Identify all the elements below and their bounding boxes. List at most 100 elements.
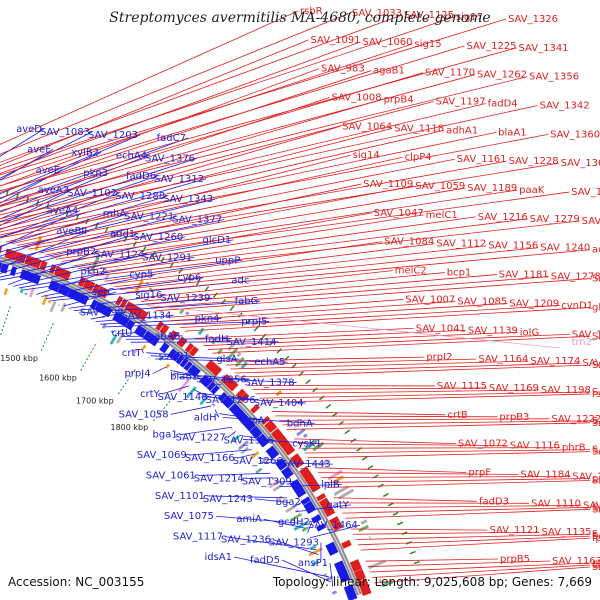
leader-line [0,12,351,155]
ruler-minor-tick [413,560,420,565]
leader-line [197,472,270,476]
gene-label: SAV_1243 [203,494,253,505]
gene-label: fprB [592,533,600,544]
leader-line [0,131,497,236]
gene-label: SAV_1209 [509,298,559,309]
reverse-gene-mark [187,364,198,376]
feature-tick [255,467,263,475]
forward-gene-mark [188,346,199,357]
forward-gene-mark [310,483,321,493]
gene-label: prpI2 [426,352,452,363]
leader-line [165,299,404,318]
gene-label: crtT [122,348,143,359]
gene-label: melC1 [426,210,458,221]
feature-tick [236,352,242,358]
gene-label: SAV_1008 [332,93,382,104]
gene-label: SAV_1091 [311,35,361,46]
leader-line [145,274,497,305]
leader-line [222,417,315,424]
gene-label: SAV_1007 [405,294,455,305]
gene-label: SAV_1228 [509,156,559,167]
reverse-gene-mark [183,361,193,371]
reverse-gene-mark [277,462,288,471]
leader-line [115,245,487,288]
gene-label: SAV_1341 [519,43,569,54]
forward-gene-mark [318,497,330,508]
leader-line [61,191,570,262]
ruler-tick [80,344,96,371]
leader-line [100,318,222,325]
reverse-gene-mark [57,284,67,295]
feature-tick [41,294,49,306]
leader-line [0,213,129,257]
gene-label: SAV_1216 [478,212,528,223]
gene-label: SAV_1262 [477,70,527,81]
leader-line [297,443,508,447]
feature-tick [231,434,240,443]
gene-label: prpB2 [66,246,96,257]
reverse-gene-mark [199,374,210,386]
gene-label: SAV_1225 [467,41,517,52]
leader-line [5,154,351,243]
leader-line [208,333,570,350]
ruler-minor-tick [35,199,40,206]
forward-gene-mark [307,479,319,490]
gene-label: cyp5 [129,270,153,281]
gene-label: lplB [321,479,340,490]
gene-label: rnhA [103,209,127,220]
gene-label: SAV_1110 [531,498,581,509]
gene-label: SAV_1112 [436,239,486,250]
reverse-gene-mark [217,391,228,402]
gene-label: SAV_1181 [499,270,549,281]
leader-line [212,335,591,354]
forward-gene-mark [208,363,220,375]
reverse-gene-mark [179,357,189,368]
ruler-minor-tick [151,251,156,258]
reverse-gene-mark [125,319,136,331]
gene-label: pkn3 [83,168,108,179]
forward-gene-mark [155,320,164,331]
ruler-minor-tick [409,550,416,555]
leader-line [0,43,413,181]
leader-line [0,76,528,207]
forward-gene-mark [316,493,327,502]
feature-tick [311,560,320,566]
leader-line [170,405,212,415]
gene-label: prpB6 [592,473,600,484]
reverse-gene-mark [340,574,351,583]
gene-label: prpF [468,467,491,478]
feature-tick [211,403,216,407]
gene-label: SAV_1033 [352,8,402,19]
leader-line [11,156,403,245]
leader-line [227,430,236,439]
gene-label: SAV_1059 [415,181,465,192]
feature-tick [116,332,125,344]
reverse-gene-mark [225,399,235,409]
ruler-minor-tick [195,279,201,286]
feature-tick [199,397,207,406]
gene-label: SAV_1464 [308,520,358,531]
feature-tick [275,389,283,397]
leader-line [0,103,486,220]
forward-gene-mark [82,278,92,290]
gene-label: SAV_1222 [551,414,600,425]
leader-line [272,539,319,555]
gene-label: aveA3 [38,185,69,196]
feature-tick [237,440,249,451]
reverse-gene-mark [210,384,220,395]
gene-label: cyp6 [177,273,201,284]
ruler-label: 1700 kbp [76,397,114,406]
forward-gene-mark [355,573,366,582]
gene-label: SAV_1240 [540,243,590,254]
gene-label: rsmC [592,389,600,400]
gene-label: SAV_1379 [582,216,600,227]
gene-label: adhA1 [446,125,478,136]
gene-label: gatY [326,500,349,511]
leader-line [329,562,334,587]
leader-line [292,501,304,508]
gene-label: SAV_1102 [67,188,117,199]
forward-gene-mark [159,323,170,335]
leader-line [116,332,135,335]
gene-label: prpJ5 [241,316,267,327]
forward-gene-mark [87,281,96,292]
